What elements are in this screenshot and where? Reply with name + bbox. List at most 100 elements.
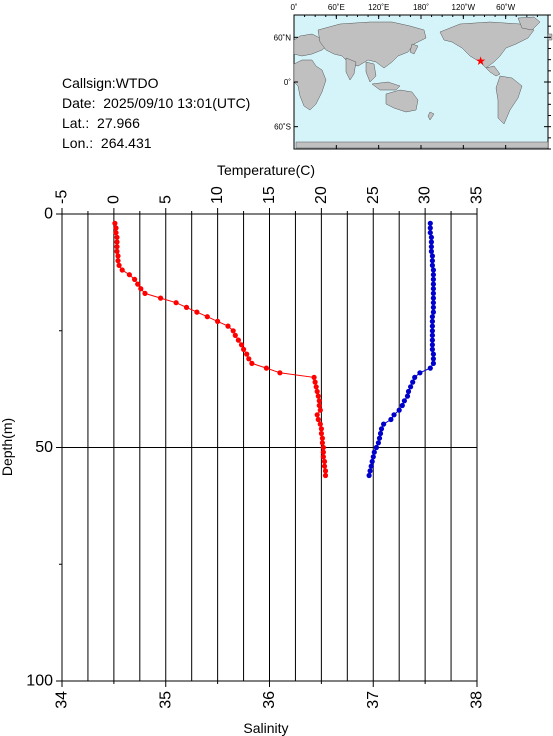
salinity-point: [430, 309, 436, 315]
land-nz: [427, 111, 435, 121]
land-south-america: [495, 75, 523, 125]
salinity-tick-label: 36: [261, 691, 278, 709]
grid-lines: [62, 214, 477, 681]
salinity-point: [429, 318, 435, 324]
callsign-value: WTDO: [115, 75, 159, 91]
temperature-point: [311, 374, 317, 380]
salinity-point: [404, 393, 411, 399]
temperature-point: [115, 253, 121, 259]
temperature-point: [319, 435, 325, 441]
temperature-point: [112, 220, 118, 226]
salinity-point: [430, 295, 436, 301]
land-asia: [317, 21, 427, 69]
temperature-point: [194, 309, 200, 315]
temperature-point: [225, 323, 231, 329]
depth-tick-label: 0: [44, 206, 53, 223]
station-info: Callsign:WTDO Date: 2025/09/10 13:01(UTC…: [62, 73, 250, 153]
salinity-point: [375, 440, 381, 446]
depth-tick-label: 50: [35, 439, 53, 456]
salinity-point: [430, 267, 436, 273]
salinity-point: [430, 272, 436, 278]
temperature-point: [316, 402, 322, 409]
land-africa: [293, 59, 327, 111]
temperature-point: [318, 430, 324, 437]
salinity-point: [373, 444, 379, 451]
salinity-point: [428, 244, 434, 250]
salinity-point: [429, 258, 435, 264]
temperature-point: [238, 342, 245, 348]
salinity-point: [430, 304, 436, 310]
salinity-point: [368, 463, 374, 469]
temperature-point: [316, 398, 322, 404]
temperature-point: [263, 365, 269, 371]
temperature-point: [319, 440, 325, 446]
salinity-profile: [366, 220, 436, 479]
salinity-point: [391, 412, 397, 418]
salinity-point: [429, 262, 435, 268]
temperature-point: [321, 463, 328, 469]
map-lon-label: 0˚: [290, 3, 297, 12]
salinity-point: [417, 370, 423, 376]
salinity-point: [410, 379, 416, 385]
land-japan: [409, 43, 419, 55]
world-map: 0˚ 60˚E 120˚E 180˚ 120˚W 60˚W 60˚N 0˚ 60˚S ★: [274, 3, 553, 150]
temperature-point: [244, 351, 250, 357]
temperature-tick-label: 10: [209, 186, 226, 204]
salinity-point: [366, 472, 372, 479]
map-lon-label: 120˚E: [368, 3, 389, 12]
salinity-point: [371, 449, 377, 455]
salinity-point: [405, 388, 412, 395]
salinity-point: [381, 421, 387, 427]
salinity-point: [370, 454, 376, 460]
lon-row: Lon.: 264.431: [62, 133, 250, 153]
temperature-point: [314, 388, 320, 395]
land-greenland: [517, 16, 541, 31]
temperature-axis: -5 0 5 10 15 20 25 30 35: [54, 186, 486, 214]
temperature-profile: [112, 220, 329, 479]
temperature-point: [277, 370, 283, 376]
temperature-point: [116, 262, 122, 268]
salinity-tick-label: 38: [469, 691, 486, 709]
salinity-point: [408, 384, 414, 390]
temperature-point: [249, 360, 255, 366]
temperature-point: [322, 468, 329, 474]
salinity-point: [427, 365, 433, 371]
temperature-tick-label: 0: [105, 195, 122, 204]
lon-value: 264.431: [100, 135, 152, 151]
land-north-america: [439, 21, 535, 69]
temperature-point: [321, 458, 328, 465]
land-indonesia: [371, 81, 401, 91]
temperature-point: [235, 337, 241, 343]
temperature-tick-label: 30: [417, 186, 434, 204]
salinity-tick-label: 35: [157, 691, 174, 709]
salinity-tick-label: 37: [365, 691, 382, 709]
temperature-point: [132, 276, 138, 282]
temperature-point: [183, 304, 190, 310]
salinity-point: [430, 360, 436, 366]
temperature-point: [320, 454, 326, 460]
temperature-point: [115, 258, 121, 264]
salinity-point: [429, 253, 435, 259]
lon-label: Lon.:: [62, 135, 94, 151]
land-australia: [385, 89, 419, 113]
salinity-point: [428, 248, 434, 254]
temperature-point: [138, 286, 144, 292]
depth-axis-label: Depth(m): [0, 418, 15, 476]
series-layer: [112, 220, 436, 479]
salinity-point: [429, 314, 435, 320]
depth-tick-label: 100: [26, 673, 53, 690]
temperature-point: [230, 328, 236, 334]
land-central-america: [485, 65, 501, 77]
salinity-point: [427, 230, 433, 236]
salinity-point: [428, 239, 434, 245]
temperature-point: [315, 416, 321, 423]
temperature-axis-label: Temperature(C): [217, 162, 315, 178]
salinity-point: [429, 342, 435, 348]
callsign-label: Callsign:: [62, 75, 116, 91]
map-lat-label: 60˚S: [274, 123, 291, 132]
temperature-point: [320, 444, 326, 451]
salinity-tick-label: 34: [54, 691, 71, 709]
salinity-point: [429, 346, 435, 352]
date-row: Date: 2025/09/10 13:01(UTC): [62, 93, 250, 113]
